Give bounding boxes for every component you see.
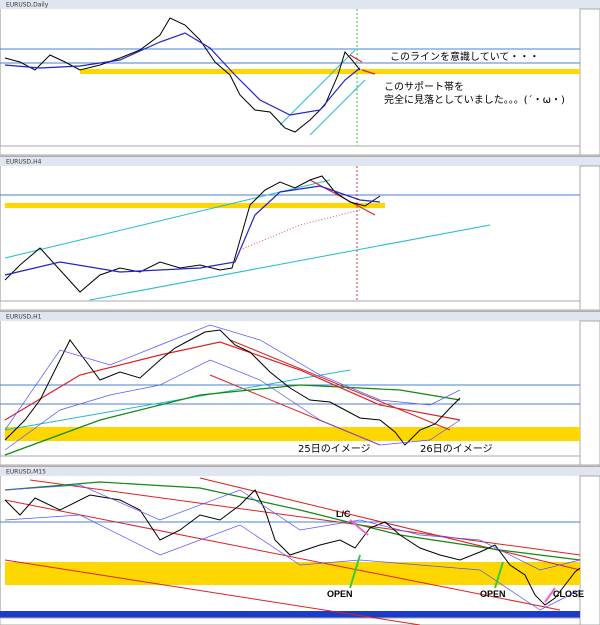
chart-panel: EURUSD,H4: [0, 156, 600, 311]
price-axis: [579, 320, 600, 466]
title-bar: [0, 0, 600, 9]
moving-average: [4, 32, 361, 116]
bollinger-band: [4, 324, 461, 431]
support-band: [5, 562, 580, 585]
channel-line: [229, 339, 451, 431]
moving-average: [4, 341, 461, 421]
time-axis: [0, 300, 581, 311]
channel-line: [309, 79, 366, 136]
moving-average: [239, 209, 361, 251]
chart-panel: EURUSD,M15 L/C OPEN OPEN CLOSE: [0, 466, 600, 625]
channel-line: [199, 477, 581, 571]
annotation: このラインを意識していて・・・: [390, 50, 539, 63]
channel-line: [4, 179, 331, 259]
moving-average: [4, 185, 381, 276]
arrow: [494, 561, 504, 589]
title-bar: [0, 312, 600, 321]
panel-frame: [0, 0, 600, 156]
panel-frame: [0, 156, 600, 311]
time-axis: [0, 617, 581, 625]
channel-line: [279, 49, 356, 126]
chart-panel: EURUSD,Daily このラインを意識していて・・・ このサポート帯を 完全…: [0, 0, 600, 156]
panel-frame: [0, 466, 600, 625]
arrow: [544, 587, 556, 603]
price-axis: [579, 475, 600, 625]
arrow: [349, 519, 369, 536]
support-band: [80, 69, 580, 74]
annotation: 完全に見落としていました。。。(´・ω・): [384, 93, 565, 106]
bollinger-band: [4, 359, 461, 451]
annotation: 26日のイメージ: [420, 444, 493, 455]
arrow: [361, 69, 376, 75]
bollinger-band: [4, 514, 581, 611]
channel-line: [4, 559, 421, 625]
annotation: CLOSE: [553, 589, 584, 599]
panel-title: EURUSD,H1: [6, 314, 42, 321]
price-line: [4, 175, 381, 293]
annotation: このサポート帯を: [384, 80, 464, 93]
arrow: [349, 554, 361, 589]
panel-title: EURUSD,M15: [6, 469, 46, 476]
price-line: [4, 489, 581, 606]
panel-frame: [0, 311, 600, 466]
title-bar: [0, 467, 600, 476]
channel-line: [29, 479, 581, 556]
arrow: [349, 54, 363, 63]
support-band: [5, 203, 385, 208]
panel-title: EURUSD,H4: [6, 159, 42, 166]
price-line: [4, 329, 461, 446]
channel-line: [89, 224, 491, 301]
time-axis: [0, 455, 581, 466]
price-axis: [579, 165, 600, 311]
indicator-bar: [0, 611, 580, 618]
chart-panel: EURUSD,H1 25日のイメージ 26日のイメージ: [0, 311, 600, 466]
annotation: OPEN: [480, 589, 506, 599]
channel-line: [4, 499, 561, 611]
time-axis: [0, 145, 581, 156]
support-band: [5, 427, 580, 441]
moving-average: [4, 384, 461, 456]
panel-title: EURUSD,Daily: [6, 2, 49, 9]
annotation: OPEN: [327, 589, 353, 599]
annotation: L/C: [336, 509, 351, 519]
annotation: 25日のイメージ: [298, 444, 371, 455]
price-axis: [579, 8, 600, 156]
bollinger-band: [4, 484, 581, 571]
title-bar: [0, 157, 600, 166]
channel-line: [4, 369, 351, 431]
